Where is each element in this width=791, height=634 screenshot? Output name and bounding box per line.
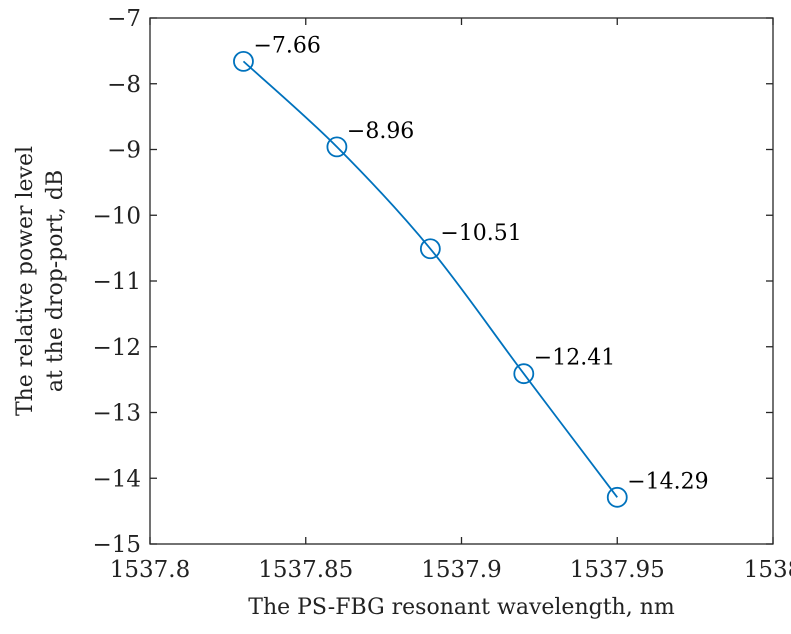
x-tick-label: 1537.9 — [421, 557, 501, 583]
x-axis-title: The PS-FBG resonant wavelength, nm — [248, 595, 675, 620]
y-axis-title-line: The relative power level — [13, 146, 38, 416]
data-point — [326, 136, 348, 158]
x-tick-label: 1537.95 — [570, 557, 665, 583]
y-tick-label: −11 — [92, 269, 141, 295]
y-tick-label: −13 — [92, 401, 141, 427]
x-axis: 1537.8 1537.85 1537.9 1537.95 1538 — [110, 18, 791, 583]
data-point — [233, 50, 254, 72]
data-label: −14.29 — [627, 469, 708, 494]
data-label: −10.51 — [440, 221, 521, 246]
y-tick-label: −10 — [92, 203, 141, 229]
data-point — [606, 486, 628, 508]
data-point — [419, 238, 441, 260]
y-axis: −15 −14 −13 −12 −11 −10 −9 −8 −7 — [92, 6, 773, 558]
y-tick-label: −7 — [107, 6, 141, 32]
data-label: −12.41 — [534, 346, 615, 371]
y-tick-label: −8 — [107, 72, 141, 98]
y-tick-label: −9 — [107, 138, 141, 164]
data-label: −8.96 — [347, 119, 414, 144]
plot-area: −7.66 −8.96 −10.51 −12.41 −14.29 — [233, 33, 709, 508]
y-tick-label: −12 — [92, 335, 141, 361]
data-point — [513, 363, 535, 385]
x-tick-label: 1538 — [744, 557, 791, 583]
y-tick-label: −14 — [92, 466, 141, 492]
x-tick-label: 1537.8 — [110, 557, 190, 583]
series-line — [242, 60, 618, 498]
y-tick-label: −15 — [92, 532, 141, 558]
x-tick-label: 1537.85 — [258, 557, 353, 583]
data-label: −7.66 — [253, 33, 320, 58]
y-axis-title-line: at the drop-port, dB — [43, 170, 68, 392]
y-axis-title: The relative power level at the drop-port… — [13, 146, 68, 416]
